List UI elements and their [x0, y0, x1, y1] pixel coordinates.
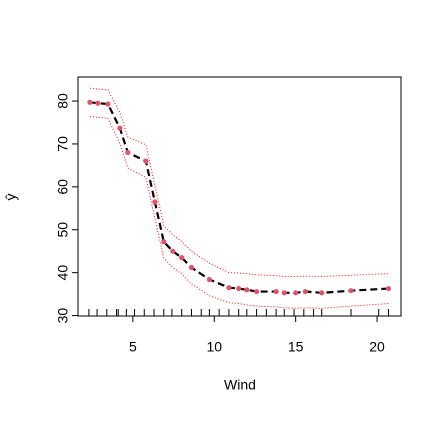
x-tick-label: 10: [206, 339, 222, 355]
point: [117, 125, 123, 131]
y-tick-label: 60: [55, 179, 71, 195]
point: [87, 99, 93, 105]
point: [385, 285, 392, 292]
point: [293, 290, 299, 296]
point: [253, 288, 260, 295]
point: [302, 288, 309, 295]
point: [143, 158, 149, 164]
plot-box: [77, 76, 402, 317]
x-tick-label: 20: [369, 339, 385, 355]
point: [188, 264, 195, 271]
point: [105, 101, 111, 107]
point: [273, 288, 279, 295]
point: [95, 100, 101, 106]
fit-line: [89, 101, 389, 294]
point: [170, 248, 176, 254]
x-axis-label: Wind: [224, 377, 256, 393]
point: [152, 199, 158, 205]
point: [281, 290, 287, 296]
point: [236, 285, 242, 292]
point: [348, 288, 354, 294]
upper-band: [89, 87, 389, 278]
y-tick-label: 50: [55, 222, 71, 238]
point: [206, 276, 212, 283]
x-tick-label: 15: [288, 339, 304, 355]
point: [244, 287, 250, 293]
point: [125, 149, 131, 156]
y-tick-label: 70: [55, 136, 71, 152]
x-tick-label: 5: [129, 339, 137, 355]
y-tick-label: 40: [55, 265, 71, 281]
y-axis-label: ŷ: [3, 194, 19, 201]
point: [226, 285, 232, 291]
lower-band: [89, 115, 389, 309]
point: [179, 255, 185, 261]
point: [319, 290, 325, 296]
y-tick-label: 30: [55, 308, 71, 324]
y-tick-label: 80: [55, 93, 71, 109]
point: [161, 239, 167, 245]
